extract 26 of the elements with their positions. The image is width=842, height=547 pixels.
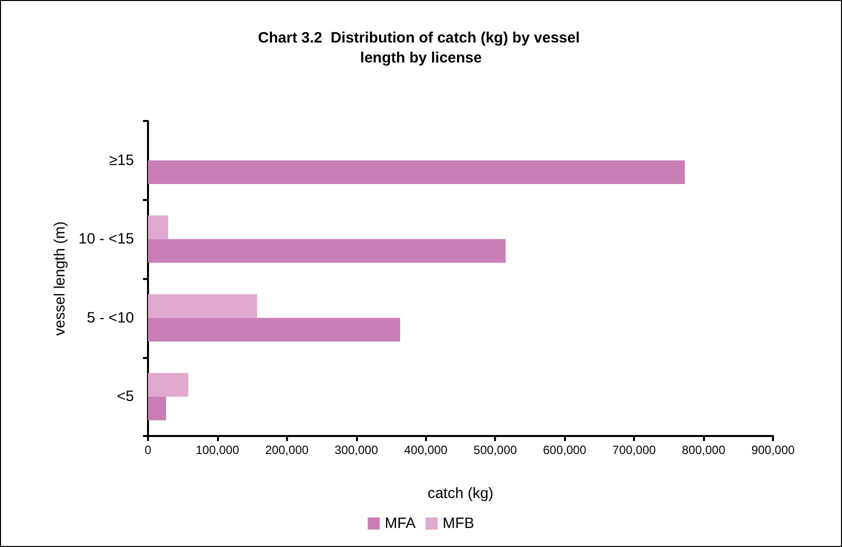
bar [148,318,400,342]
x-tick-label: 400,000 [404,443,448,457]
y-tick-label: 5 - <10 [86,309,134,326]
bar [148,239,506,263]
legend-label: MFA [384,515,416,532]
legend-label: MFB [442,515,474,532]
x-tick-label: 900,000 [751,443,796,457]
bar [148,216,168,240]
y-axis-title: vessel length (m) [52,221,69,336]
y-tick-label: ≥15 [109,152,134,169]
y-tick-label: <5 [116,388,134,406]
x-tick-label: 800,000 [682,443,726,457]
x-tick-label: 500,000 [474,443,518,457]
x-tick-label: 0 [144,443,152,457]
bar [148,396,166,420]
bar [148,373,188,397]
y-tick-label: 10 - <15 [78,230,134,248]
x-tick-label: 100,000 [196,443,240,457]
x-axis-title: catch (kg) [428,485,494,502]
bar [148,294,258,318]
x-tick-label: 300,000 [334,443,378,457]
x-tick-label: 700,000 [612,443,656,457]
chart-title: Chart 3.2 Distribution of catch (kg) by vessel length by license [258,30,584,66]
x-tick-label: 600,000 [542,443,587,457]
x-tick-label: 200,000 [265,443,309,457]
bar [148,160,685,184]
